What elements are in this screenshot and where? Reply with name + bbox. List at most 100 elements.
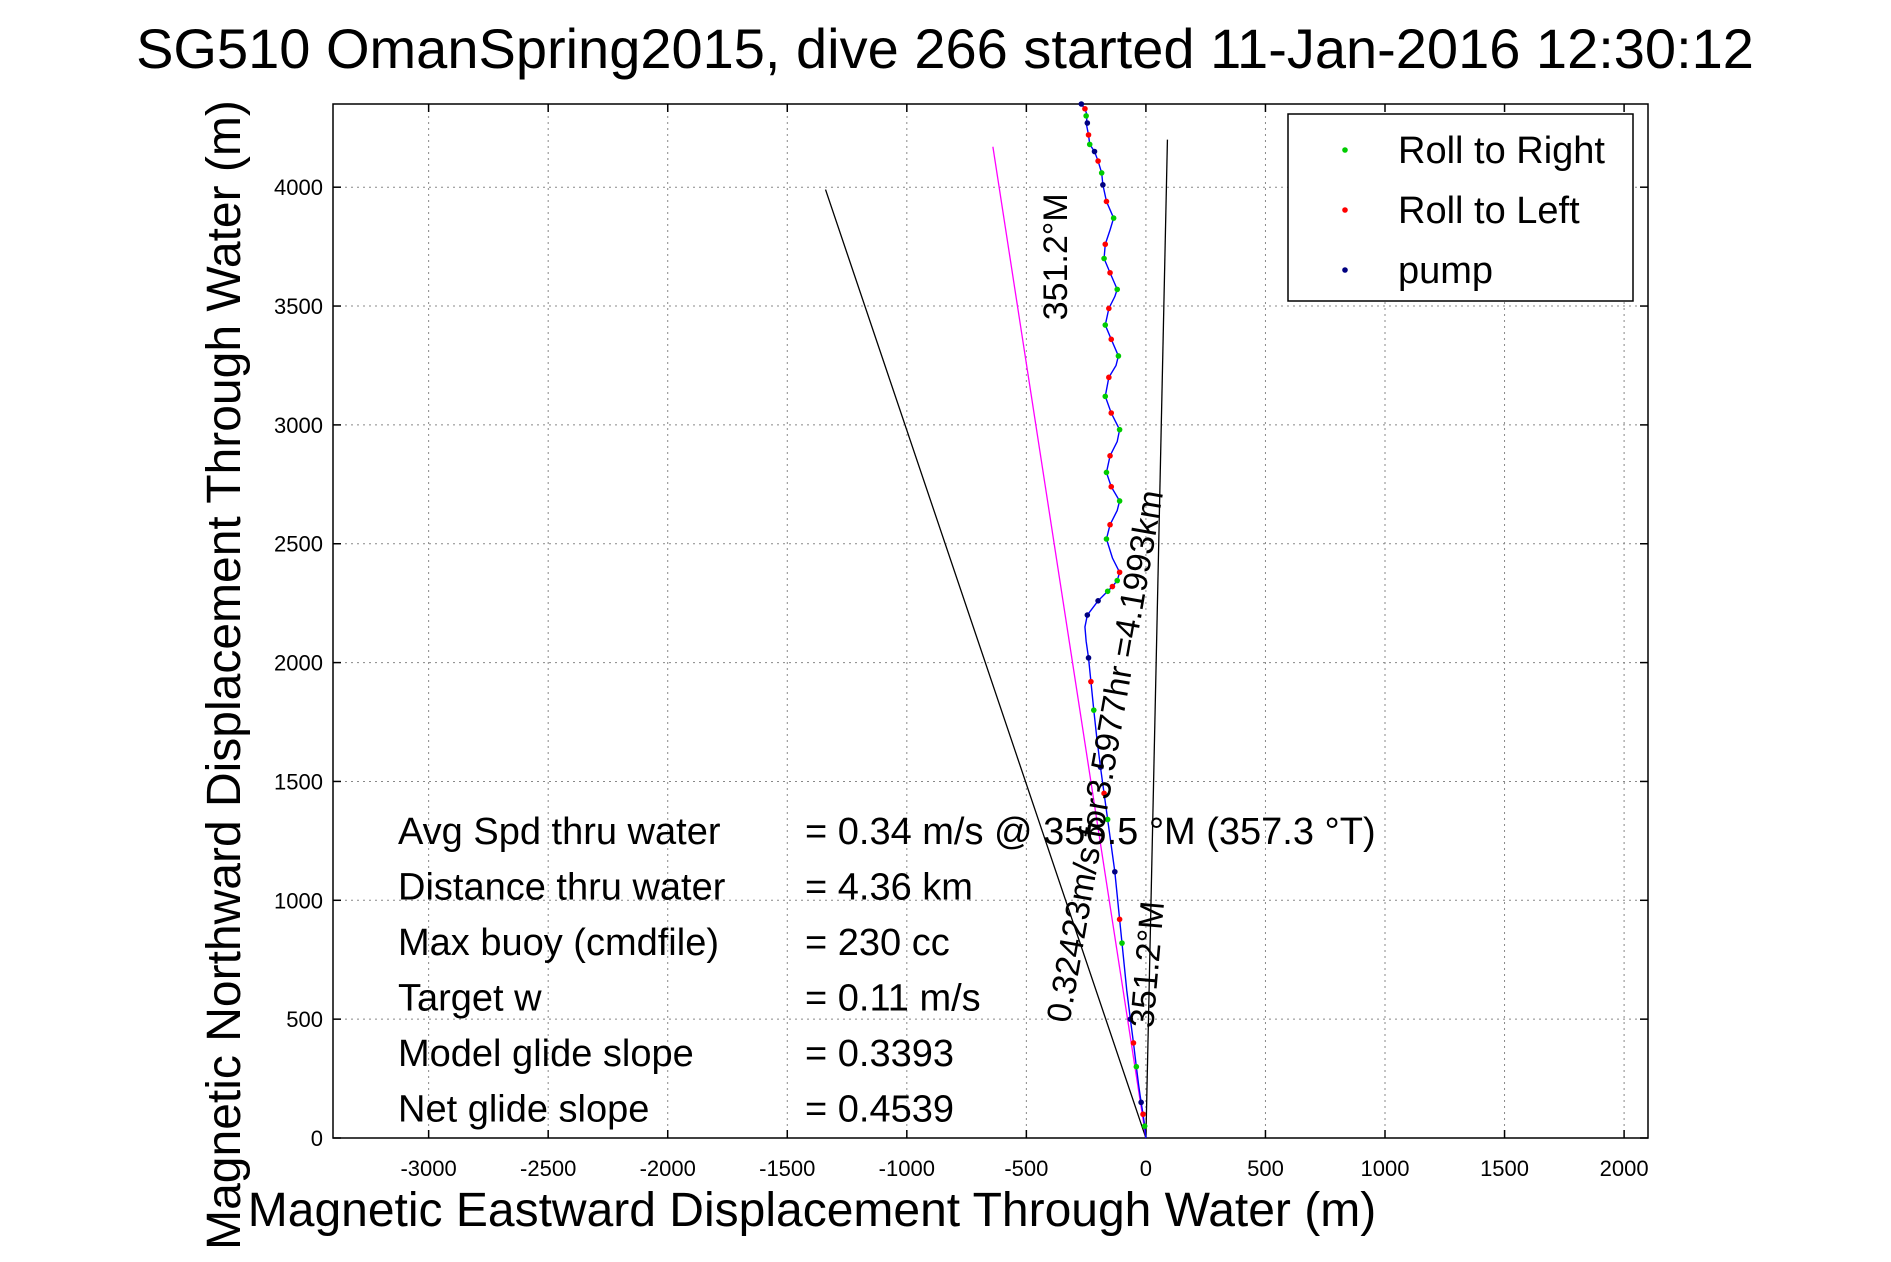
pump-point bbox=[1085, 655, 1092, 661]
roll-left-point bbox=[1107, 269, 1113, 276]
annotation-value: = 0.3393 bbox=[805, 1033, 954, 1075]
pump-point bbox=[1097, 764, 1104, 770]
roll-left-point bbox=[1102, 241, 1109, 248]
pump-point bbox=[1084, 612, 1091, 618]
y-tick-label: 4000 bbox=[274, 175, 323, 200]
annotation-label: Avg Spd thru water bbox=[398, 811, 721, 853]
pump-point bbox=[1078, 101, 1085, 107]
y-tick-label: 0 bbox=[311, 1126, 323, 1151]
y-tick-label: 3000 bbox=[274, 413, 323, 438]
roll-left-point bbox=[1088, 678, 1094, 685]
legend-marker bbox=[1342, 267, 1348, 273]
annotation-value: = 0.11 m/s bbox=[805, 978, 981, 1020]
x-tick-label: -1000 bbox=[879, 1156, 935, 1181]
roll-left-point bbox=[1106, 374, 1112, 381]
roll-left-point bbox=[1101, 790, 1107, 797]
roll-left-point bbox=[1140, 1111, 1146, 1118]
roll-left-point bbox=[1085, 132, 1092, 138]
pump-point bbox=[1095, 597, 1101, 604]
x-tick-label: 2000 bbox=[1600, 1156, 1649, 1181]
grid-lines bbox=[333, 104, 1648, 1139]
roll-right-point bbox=[1103, 536, 1110, 542]
x-tick-label: -2000 bbox=[640, 1156, 696, 1181]
roll-left-point bbox=[1116, 569, 1123, 576]
annotation-value: = 4.36 km bbox=[805, 867, 973, 909]
x-axis-ticks: -3000 -2500 -2000 -1500 -1000 -500 0 500 1000 150… bbox=[400, 104, 1649, 1181]
annotation-label: Net glide slope bbox=[398, 1089, 649, 1131]
y-tick-label: 1500 bbox=[274, 769, 323, 794]
annotation-value: = 0.4539 bbox=[805, 1089, 954, 1131]
roll-left-point bbox=[1106, 305, 1112, 312]
roll-left-point bbox=[1107, 521, 1113, 528]
annotation-label: Distance thru water bbox=[398, 867, 726, 909]
roll-left-point bbox=[1116, 916, 1123, 923]
roll-right-point bbox=[1098, 170, 1105, 176]
legend: Roll to Right Roll to Left pump bbox=[1287, 113, 1634, 302]
y-tick-label: 2500 bbox=[274, 532, 323, 557]
annotation-value: = 230 cc bbox=[805, 922, 950, 964]
x-tick-label: 1000 bbox=[1361, 1156, 1410, 1181]
roll-right-point bbox=[1133, 1063, 1140, 1070]
pump-point bbox=[1084, 120, 1091, 126]
roll-right-point bbox=[1103, 469, 1110, 476]
x-tick-label: -1500 bbox=[759, 1156, 815, 1181]
reference-line bbox=[824, 189, 1147, 1139]
legend-marker bbox=[1342, 207, 1348, 213]
roll-right-point bbox=[1104, 816, 1111, 823]
roll-right-point bbox=[1110, 215, 1117, 221]
annotation-label: Model glide slope bbox=[398, 1033, 694, 1075]
y-tick-label: 2000 bbox=[274, 651, 323, 676]
roll-right-point bbox=[1141, 1123, 1148, 1129]
legend-entry: Roll to Left bbox=[1398, 190, 1580, 232]
roll-left-point bbox=[1130, 1040, 1137, 1046]
roll-right-point bbox=[1116, 498, 1123, 504]
x-tick-label: 1500 bbox=[1480, 1156, 1529, 1181]
roll-left-point bbox=[1108, 336, 1115, 343]
chart-title: SG510 OmanSpring2015, dive 266 started 1… bbox=[136, 17, 1754, 80]
roll-right-point bbox=[1090, 707, 1097, 713]
y-tick-label: 1000 bbox=[274, 888, 323, 913]
x-tick-label: 0 bbox=[1140, 1156, 1152, 1181]
reference-line bbox=[1145, 139, 1169, 1139]
rotated-label: 351.2°M bbox=[1037, 193, 1075, 320]
annotation-label: Target w bbox=[398, 978, 542, 1020]
roll-right-point bbox=[1115, 353, 1122, 359]
annotation-value: = 0.34 m/s @ 356.5 °M (357.3 °T) bbox=[805, 811, 1376, 853]
y-tick-label: 3500 bbox=[274, 294, 323, 319]
x-axis-label: Magnetic Eastward Displacement Through W… bbox=[248, 1184, 1376, 1237]
roll-right-point bbox=[1086, 141, 1093, 148]
legend-entry: Roll to Right bbox=[1398, 130, 1605, 172]
roll-left-point bbox=[1103, 198, 1110, 205]
roll-right-point bbox=[1114, 286, 1121, 293]
y-axis-ticks: 0 500 1000 1500 2000 2500 3000 3500 4000 bbox=[274, 175, 1648, 1151]
roll-left-point bbox=[1082, 105, 1088, 112]
roll-right-point bbox=[1102, 322, 1109, 328]
dive-track bbox=[1080, 103, 1147, 1139]
legend-entry: pump bbox=[1398, 250, 1493, 292]
roll-right-point bbox=[1119, 940, 1125, 946]
roll-left-point bbox=[1108, 483, 1115, 490]
x-tick-label: -500 bbox=[1004, 1156, 1048, 1181]
legend-marker bbox=[1342, 147, 1348, 153]
roll-right-point bbox=[1116, 426, 1123, 433]
pump-point bbox=[1100, 182, 1106, 188]
pump-point bbox=[1091, 148, 1098, 155]
x-tick-label: 500 bbox=[1247, 1156, 1284, 1181]
annotation-label: Max buoy (cmdfile) bbox=[398, 922, 719, 964]
reference-line bbox=[992, 146, 1147, 1139]
roll-right-point bbox=[1104, 588, 1111, 595]
pump-point bbox=[1112, 868, 1118, 875]
roll-left-point bbox=[1095, 158, 1101, 164]
roll-left-point bbox=[1109, 583, 1116, 590]
y-tick-label: 500 bbox=[286, 1007, 323, 1032]
stats-annotations: Avg Spd thru water = 0.34 m/s @ 356.5 °M … bbox=[398, 811, 1376, 1131]
x-tick-label: -3000 bbox=[400, 1156, 456, 1181]
roll-right-point bbox=[1101, 255, 1107, 262]
roll-left-point bbox=[1108, 410, 1115, 416]
y-axis-label: Magnetic Northward Displacement Through … bbox=[198, 100, 251, 1250]
plot-area-frame bbox=[332, 103, 1649, 1139]
reference-lines bbox=[824, 139, 1169, 1139]
roll-right-point bbox=[1083, 113, 1089, 119]
pump-point bbox=[1138, 1099, 1144, 1106]
